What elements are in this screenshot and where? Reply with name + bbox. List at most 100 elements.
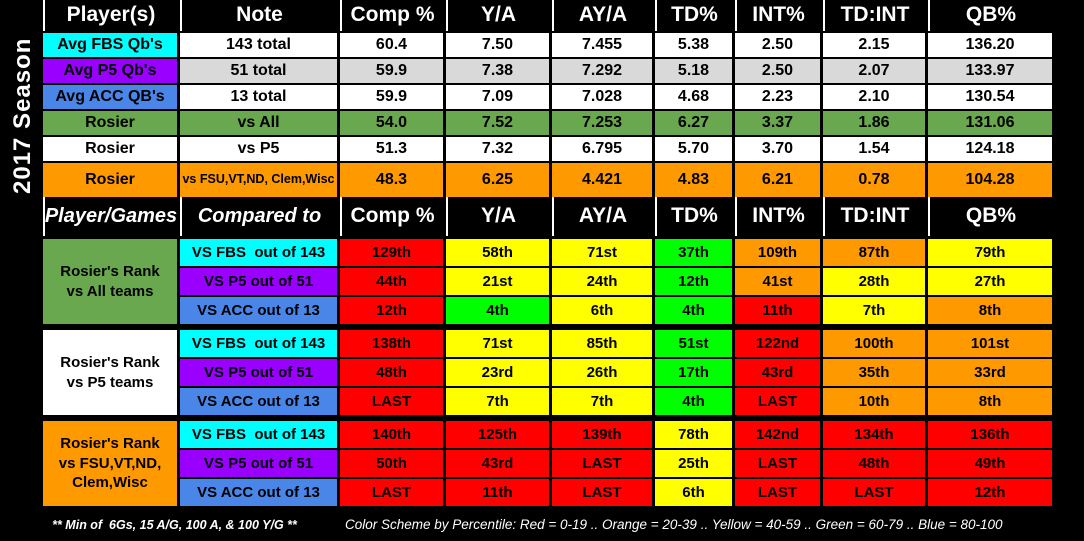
rank-cell: 27th [928, 268, 1052, 295]
rank-cell: 44th [340, 268, 443, 295]
rank-cell: 48th [340, 359, 443, 386]
rank-cell: 50th [340, 450, 443, 477]
rank-group-1: Rosier's Rank vs P5 teams VS FBS out of 14… [43, 330, 1053, 415]
stat-value-cell: 2.50 [735, 33, 820, 57]
rank-cell: 129th [340, 239, 443, 266]
stat-value-cell: 7.253 [552, 111, 652, 135]
stat-value-cell: 5.70 [655, 137, 732, 161]
compared-to-cell: VS P5 out of 51 [180, 450, 337, 477]
rank-cell: 4th [655, 388, 732, 415]
stat-value-cell: 4.68 [655, 85, 732, 109]
rank-table: Player/Games Compared to Comp % Y/A AY/A TD% I… [43, 197, 1053, 506]
stat-value-cell: 1.86 [823, 111, 925, 135]
note-cell: 51 total [180, 59, 337, 83]
rank-cell: 109th [735, 239, 820, 266]
rank-cell: LAST [552, 450, 652, 477]
stat-value-cell: 7.52 [446, 111, 549, 135]
rank-cell: 7th [823, 297, 925, 324]
rank-col-header-2: Comp % [340, 197, 443, 236]
rank-cell: 43rd [735, 359, 820, 386]
rank-cell: LAST [823, 479, 925, 506]
rank-cell: 78th [655, 421, 732, 448]
rank-cell: 37th [655, 239, 732, 266]
compared-to-cell: VS FBS out of 143 [180, 421, 337, 448]
rank-cell: 35th [823, 359, 925, 386]
stat-value-cell: 6.27 [655, 111, 732, 135]
rank-table-header: Player/Games Compared to Comp % Y/A AY/A TD% I… [43, 197, 1053, 236]
rank-cell: 24th [552, 268, 652, 295]
stats-col-header-5: TD% [655, 0, 732, 31]
rank-col-header-8: QB% [928, 197, 1052, 236]
rank-cell: 10th [823, 388, 925, 415]
rank-group-label-line: vs FSU,VT,ND, [58, 454, 162, 472]
note-cell: vs FSU,VT,ND, Clem,Wisc [180, 163, 337, 197]
stat-value-cell: 7.50 [446, 33, 549, 57]
rank-cell: LAST [735, 450, 820, 477]
stat-value-cell: 104.28 [928, 163, 1052, 197]
stat-value-cell: 130.54 [928, 85, 1052, 109]
stat-value-cell: 5.38 [655, 33, 732, 57]
note-cell: 143 total [180, 33, 337, 57]
rank-cell: 12th [340, 297, 443, 324]
stats-col-header-2: Comp % [340, 0, 443, 31]
note-cell: vs All [180, 111, 337, 135]
rank-cell: 17th [655, 359, 732, 386]
rank-col-header-5: TD% [655, 197, 732, 236]
stat-value-cell: 7.32 [446, 137, 549, 161]
stat-value-cell: 54.0 [340, 111, 443, 135]
compared-to-cell: VS P5 out of 51 [180, 268, 337, 295]
rank-cell: 4th [446, 297, 549, 324]
rank-cell: 41st [735, 268, 820, 295]
stat-value-cell: 3.70 [735, 137, 820, 161]
rank-cell: LAST [735, 388, 820, 415]
rank-cell: 140th [340, 421, 443, 448]
rank-group-label-line: vs All teams [66, 282, 154, 300]
stats-col-header-6: INT% [735, 0, 820, 31]
rank-group-label-line: Rosier's Rank [60, 263, 160, 280]
stat-value-cell: 6.25 [446, 163, 549, 197]
rank-cell: 139th [552, 421, 652, 448]
stat-value-cell: 59.9 [340, 85, 443, 109]
rank-group-label: Rosier's Rank vs FSU,VT,ND, Clem,Wisc [43, 421, 177, 506]
rank-cell: 134th [823, 421, 925, 448]
stat-value-cell: 7.028 [552, 85, 652, 109]
stat-value-cell: 5.18 [655, 59, 732, 83]
season-label: 2017 Season [9, 37, 36, 195]
stat-value-cell: 51.3 [340, 137, 443, 161]
player-cell: Avg FBS Qb's [43, 33, 177, 57]
rank-cell: 51st [655, 330, 732, 357]
footnote-minimums: ** Min of 6Gs, 15 A/G, 100 A, & 100 Y/G … [52, 518, 297, 532]
rank-group-0: Rosier's Rank vs All teams VS FBS out of 1… [43, 239, 1053, 324]
rank-cell: 71st [552, 239, 652, 266]
stats-col-header-1: Note [180, 0, 337, 31]
stat-value-cell: 48.3 [340, 163, 443, 197]
stat-value-cell: 7.292 [552, 59, 652, 83]
rank-cell: 23rd [446, 359, 549, 386]
note-cell: vs P5 [180, 137, 337, 161]
rank-cell: 79th [928, 239, 1052, 266]
rank-cell: 33rd [928, 359, 1052, 386]
rank-cell: 12th [928, 479, 1052, 506]
rank-cell: LAST [340, 388, 443, 415]
compared-to-cell: VS FBS out of 143 [180, 239, 337, 266]
rank-cell: 48th [823, 450, 925, 477]
rank-cell: 8th [928, 388, 1052, 415]
stat-value-cell: 136.20 [928, 33, 1052, 57]
rank-group-label-line: vs P5 teams [66, 373, 154, 391]
stats-col-header-7: TD:INT [823, 0, 925, 31]
stat-value-cell: 7.455 [552, 33, 652, 57]
compared-to-cell: VS ACC out of 13 [180, 297, 337, 324]
rank-cell: 101st [928, 330, 1052, 357]
rank-col-header-7: TD:INT [823, 197, 925, 236]
stats-table: Player(s) Note Comp % Y/A AY/A TD% INT% TD:INT Q… [43, 0, 1052, 197]
player-cell: Rosier [43, 137, 177, 161]
player-cell: Rosier [43, 163, 177, 197]
rank-cell: 58th [446, 239, 549, 266]
rank-cell: 7th [446, 388, 549, 415]
stats-col-header-0: Player(s) [43, 0, 177, 31]
rank-cell: 25th [655, 450, 732, 477]
rank-group-label: Rosier's Rank vs P5 teams [43, 330, 177, 415]
rank-cell: 12th [655, 268, 732, 295]
stat-value-cell: 131.06 [928, 111, 1052, 135]
